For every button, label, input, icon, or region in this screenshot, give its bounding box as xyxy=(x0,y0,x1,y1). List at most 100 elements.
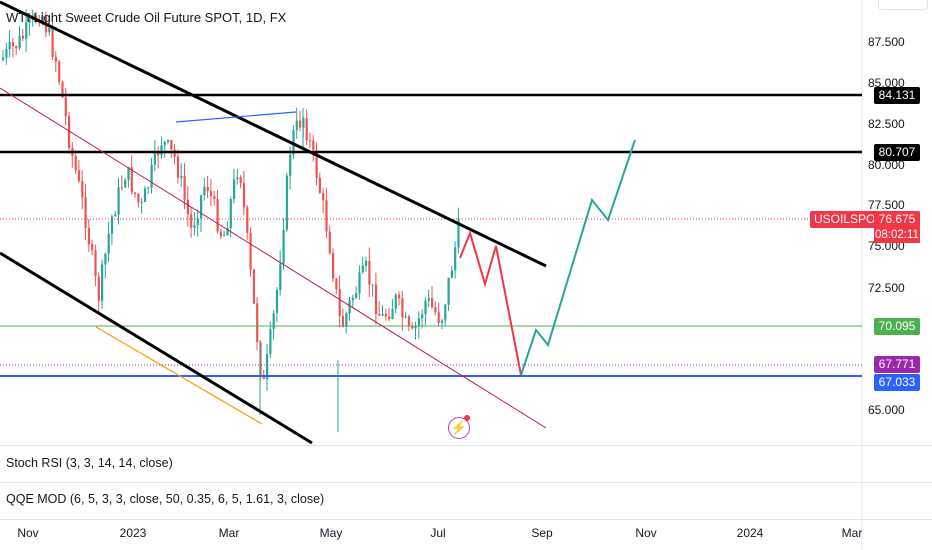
candle-body xyxy=(355,293,358,298)
candle-body xyxy=(249,232,252,270)
candle-body xyxy=(101,264,104,301)
time-tick: Mar xyxy=(218,526,240,540)
orange-trend-line[interactable] xyxy=(95,326,263,425)
candle-body xyxy=(229,199,232,229)
candle-body xyxy=(381,313,384,316)
candle-body xyxy=(206,186,209,192)
projection-up-path[interactable] xyxy=(520,139,636,376)
candle-body xyxy=(368,260,371,285)
projection-down-path[interactable] xyxy=(459,229,522,376)
channel-lower-line[interactable] xyxy=(0,251,313,445)
candle-body xyxy=(180,175,183,178)
candle-body xyxy=(223,235,226,237)
blue-trend-line[interactable] xyxy=(175,111,297,123)
pane-separator[interactable] xyxy=(0,482,932,483)
candle-body xyxy=(345,313,348,327)
candle-body xyxy=(163,141,166,146)
candle-body xyxy=(378,313,381,316)
candle-body xyxy=(401,298,404,318)
candle-body xyxy=(137,193,140,203)
price-tick: 87.500 xyxy=(868,35,905,49)
candle-body xyxy=(335,278,338,290)
candle-body xyxy=(61,81,64,98)
candle-body xyxy=(41,16,44,24)
candle-body xyxy=(417,318,420,327)
price-scale-badge[interactable] xyxy=(878,0,928,10)
time-tick: May xyxy=(319,526,343,540)
candle-body xyxy=(427,298,430,301)
candle-body xyxy=(388,316,391,320)
price-tag-67-0: 67.033 xyxy=(874,374,920,391)
candle-body xyxy=(295,120,298,131)
candle-body xyxy=(209,191,213,197)
candle-body xyxy=(262,375,265,380)
candle-body xyxy=(325,200,328,232)
candle-body xyxy=(315,149,318,179)
time-tick: Nov xyxy=(635,526,657,540)
price-tick: 82.500 xyxy=(868,117,905,131)
candle-body xyxy=(450,270,453,278)
price-tick: 85.000 xyxy=(868,76,905,90)
candle-body xyxy=(143,188,147,202)
price-tick: 77.500 xyxy=(868,198,905,212)
candle-body xyxy=(437,312,440,323)
qqe-mod-title[interactable]: QQE MOD (6, 5, 3, 3, close, 50, 0.35, 6,… xyxy=(6,492,325,506)
lightning-icon[interactable]: ⚡ xyxy=(448,417,470,439)
candle-body xyxy=(87,227,90,245)
candle-body xyxy=(282,229,285,264)
candle-body xyxy=(272,313,275,330)
price-tag-84: 84.131 xyxy=(874,87,920,104)
candle-body xyxy=(285,175,288,230)
candle-body xyxy=(348,300,351,314)
pane-separator[interactable] xyxy=(0,445,932,446)
channel-mid-line[interactable] xyxy=(0,87,547,429)
candle-body xyxy=(124,180,127,188)
candle-body xyxy=(84,197,87,228)
candle-body xyxy=(275,290,279,314)
candle-body xyxy=(183,175,186,200)
candle-body xyxy=(107,233,110,254)
candle-body xyxy=(407,316,411,327)
channel-upper-line[interactable] xyxy=(0,0,547,268)
candle-body xyxy=(51,28,54,57)
candle-body xyxy=(54,56,57,62)
candle-body xyxy=(338,289,341,317)
candle-body xyxy=(256,303,259,343)
candle-body xyxy=(18,35,21,49)
candle-body xyxy=(196,218,199,225)
candle-body xyxy=(226,228,229,236)
candle-body xyxy=(374,284,378,314)
candle-body xyxy=(2,57,5,60)
candle-body xyxy=(299,120,302,128)
candle-body xyxy=(246,207,249,233)
candle-body xyxy=(318,178,321,193)
candle-body xyxy=(58,61,61,82)
candle-body xyxy=(200,195,203,219)
stoch-rsi-title[interactable]: Stoch RSI (3, 3, 14, 14, close) xyxy=(6,456,173,470)
candle-body xyxy=(176,156,180,178)
event-notification-dot xyxy=(464,415,470,421)
time-tick: Nov xyxy=(17,526,39,540)
candle-body xyxy=(170,140,173,150)
candle-body xyxy=(130,167,133,193)
candle-body xyxy=(150,164,153,188)
candle-body xyxy=(308,140,312,142)
candle-body xyxy=(97,276,100,301)
candle-body xyxy=(21,35,24,39)
candle-body xyxy=(190,214,193,228)
candle-body xyxy=(289,154,292,176)
time-tick: Jul xyxy=(430,526,446,540)
candle-body xyxy=(134,192,137,194)
candle-body xyxy=(120,187,123,189)
price-tag-67-7: 67.771 xyxy=(874,356,920,373)
price-tick: 72.500 xyxy=(868,281,905,295)
price-tick: 65.000 xyxy=(868,403,905,417)
candle-body xyxy=(5,49,8,58)
candle-body xyxy=(110,216,114,234)
candle-body xyxy=(305,118,308,141)
candle-body xyxy=(447,277,450,305)
price-tick: 80.000 xyxy=(868,158,905,172)
candle-body xyxy=(440,320,444,323)
candle-body xyxy=(140,201,143,203)
